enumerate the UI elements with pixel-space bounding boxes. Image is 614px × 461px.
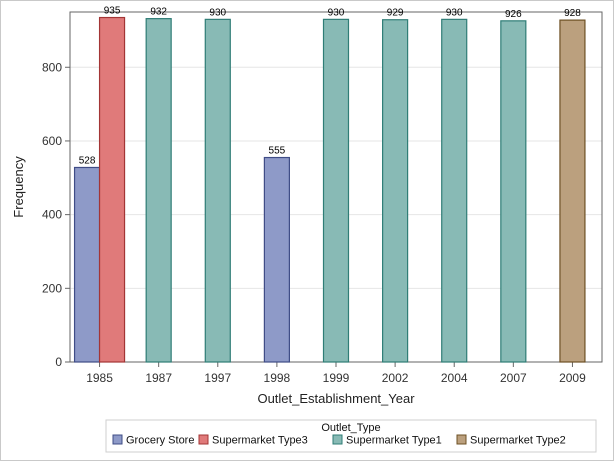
x-tick-label: 1997: [204, 371, 231, 385]
x-tick-label: 1998: [264, 371, 291, 385]
x-tick-label: 1987: [145, 371, 172, 385]
bar: [322, 18, 350, 363]
y-axis: 0 200 400 600 800: [42, 60, 70, 369]
bars: [73, 16, 586, 363]
y-axis-title: Frequency: [11, 156, 26, 218]
bar: [500, 20, 527, 363]
x-tick-label: 2007: [500, 371, 527, 385]
y-tick-label: 400: [42, 208, 62, 222]
x-tick-label: 1999: [323, 371, 350, 385]
x-axis-title: Outlet_Establishment_Year: [257, 391, 415, 406]
bar: [204, 18, 231, 363]
x-tick-label: 2004: [441, 371, 468, 385]
legend-title: Outlet_Type: [321, 422, 380, 434]
legend-label: Supermarket Type3: [212, 435, 308, 447]
data-label: 926: [505, 9, 522, 20]
legend-swatch: [198, 434, 209, 445]
data-label: 930: [209, 7, 226, 18]
legend-items: Grocery Store Supermarket Type3 Supermarke…: [112, 434, 566, 447]
bar: [441, 18, 468, 363]
x-tick-label: 2009: [559, 371, 586, 385]
data-labels: 528 935 932 930 555 930 929 930 926 928: [79, 6, 582, 167]
legend-swatch: [456, 434, 467, 445]
data-label: 930: [328, 7, 345, 18]
x-tick-label: 2002: [382, 371, 409, 385]
legend: Outlet_Type Grocery Store Supermarket Typ…: [105, 419, 597, 453]
legend-label: Grocery Store: [126, 435, 194, 447]
data-label: 928: [564, 8, 581, 19]
data-label: 935: [104, 6, 121, 17]
legend-box: [105, 419, 597, 453]
legend-label: Supermarket Type1: [346, 435, 442, 447]
y-tick-label: 800: [42, 60, 62, 74]
y-tick-label: 0: [55, 355, 62, 369]
legend-label: Supermarket Type2: [470, 435, 566, 447]
data-label: 932: [150, 7, 167, 18]
data-label: 555: [269, 146, 286, 157]
data-label: 930: [446, 7, 463, 18]
data-label: 929: [387, 8, 404, 19]
y-tick-label: 200: [42, 281, 62, 295]
data-label: 528: [79, 155, 96, 166]
bar: [382, 19, 409, 363]
bar: [145, 18, 172, 363]
bar: [263, 156, 290, 363]
bar: [98, 16, 126, 363]
legend-swatch: [112, 434, 123, 445]
bar: [559, 19, 586, 363]
legend-swatch: [332, 434, 343, 445]
x-axis: 1985 1987 1997 1998 1999 2002 2004 2007 2009: [86, 362, 586, 385]
y-tick-label: 600: [42, 134, 62, 148]
x-tick-label: 1985: [86, 371, 113, 385]
bar: [73, 166, 101, 363]
